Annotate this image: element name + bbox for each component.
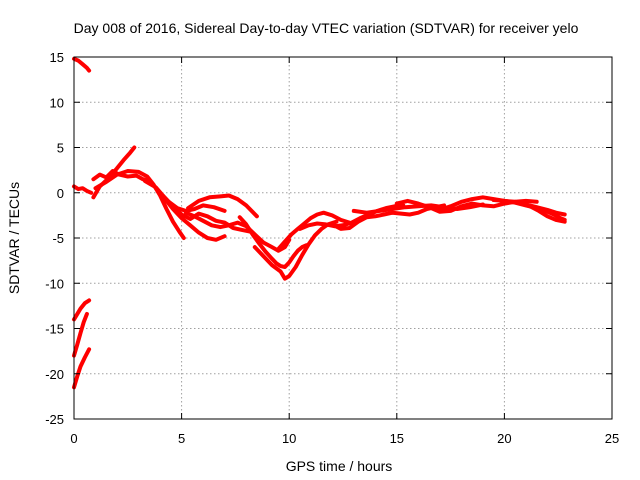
x-tick-label: 20 (497, 431, 511, 446)
series-line-4 (72, 347, 92, 390)
y-tick-label: -20 (45, 367, 64, 382)
y-tick-label: 5 (57, 141, 64, 156)
x-tick-label: 25 (605, 431, 619, 446)
series-line-14 (237, 215, 309, 269)
series-line-11 (158, 190, 227, 213)
series-line-5 (72, 184, 94, 195)
y-tick-label: -25 (45, 412, 64, 427)
series-line-18 (330, 203, 447, 231)
y-tick-label: -5 (52, 231, 64, 246)
series-line-3 (72, 312, 89, 358)
y-tick-label: 0 (57, 186, 64, 201)
y-tick-label: -10 (45, 276, 64, 291)
y-tick-label: 10 (50, 95, 64, 110)
axis-ticks: 0 5 10 15 20 25 -25 -20 -15 -10 -5 0 5 10 15 (45, 50, 619, 446)
series-line-16 (276, 210, 352, 251)
plot-frame (73, 56, 613, 420)
series-line-8 (93, 169, 186, 240)
series-line-23 (519, 201, 567, 224)
y-axis-title: SDTVAR / TECUs (6, 182, 22, 294)
x-tick-label: 10 (282, 431, 296, 446)
y-tick-label: -15 (45, 322, 64, 337)
chart-title: Day 008 of 2016, Sidereal Day-to-day VTE… (74, 20, 579, 36)
series-line-2 (72, 298, 92, 322)
series-line-15 (252, 219, 339, 281)
x-tick-label: 15 (390, 431, 404, 446)
x-axis-title: GPS time / hours (286, 458, 393, 474)
series-line-1 (72, 56, 92, 73)
grid-lines (74, 57, 612, 419)
x-tick-label: 5 (178, 431, 185, 446)
series-line-12 (186, 193, 259, 219)
x-tick-label: 0 (70, 431, 77, 446)
y-tick-label: 15 (50, 50, 64, 65)
series-line-13 (183, 210, 292, 253)
data-series (72, 56, 567, 390)
